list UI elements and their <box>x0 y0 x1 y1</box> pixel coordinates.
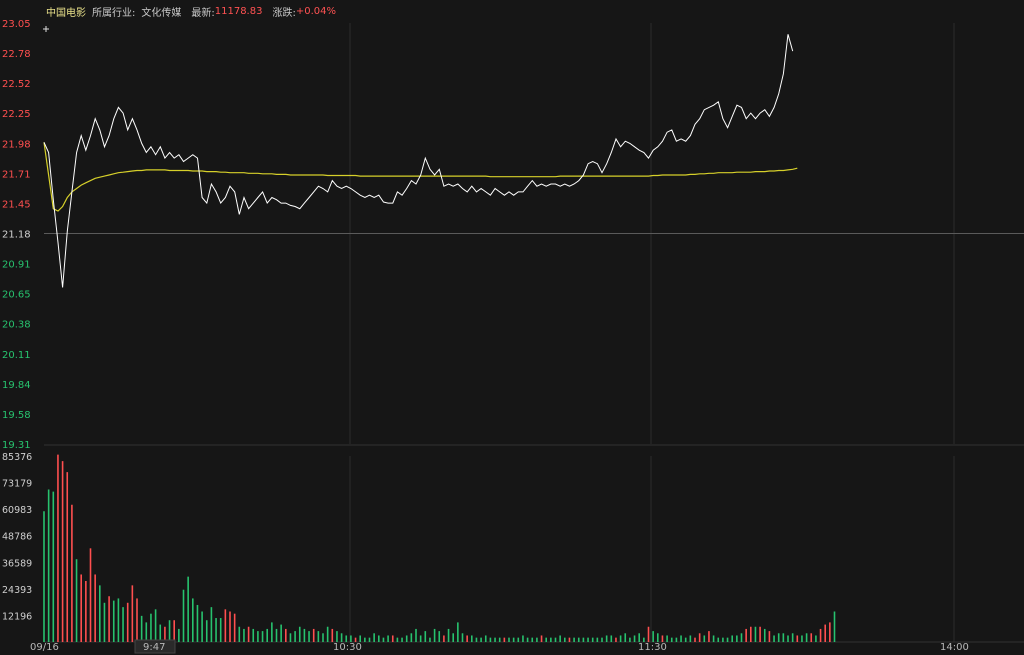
volume-tick-label: 48786 <box>2 532 32 543</box>
volume-tick-label: 12196 <box>2 611 32 622</box>
price-tick-label: 21.18 <box>2 230 31 241</box>
volume-axis: 85376 73179 60983 48786 36589 24393 12196 <box>2 452 32 622</box>
price-axis: 23.05 22.78 22.52 22.25 21.98 21.71 21.45 21.18… <box>2 19 31 451</box>
latest-value: 11178.83 <box>214 5 263 17</box>
price-tick-label: 20.91 <box>2 260 31 271</box>
change-label: 涨跌: <box>272 7 296 19</box>
price-tick-label: 23.05 <box>2 19 31 30</box>
price-tick-label: 22.25 <box>2 109 31 120</box>
price-tick-label: 19.31 <box>2 440 31 451</box>
price-tick-label: 20.11 <box>2 350 31 361</box>
volume-tick-label: 85376 <box>2 452 32 463</box>
stock-name[interactable]: 中国电影 <box>46 7 86 19</box>
change-value: +0.04% <box>295 5 336 17</box>
price-tick-label: 21.98 <box>2 139 31 150</box>
time-cursor-box <box>134 639 176 654</box>
price-tick-label: 19.58 <box>2 410 31 421</box>
price-line <box>43 34 794 288</box>
average-price-line <box>43 142 798 212</box>
latest-label: 最新: <box>191 7 215 19</box>
time-tick-label: 11:30 <box>638 642 667 653</box>
time-tick-label: 10:30 <box>333 642 362 653</box>
volume-tick-label: 24393 <box>2 585 32 596</box>
cursor-crosshair-icon <box>43 26 49 32</box>
chart-header: 中国电影 所属行业: 文化传媒 最新: 11178.83 涨跌: +0.04% <box>46 3 336 19</box>
volume-tick-label: 36589 <box>2 558 32 569</box>
volume-tick-label: 73179 <box>2 479 32 490</box>
industry-value[interactable]: 文化传媒 <box>141 7 182 19</box>
price-tick-label: 22.52 <box>2 79 31 90</box>
price-tick-label: 19.84 <box>2 380 31 391</box>
volume-bars <box>43 454 836 642</box>
price-tick-label: 22.78 <box>2 49 31 60</box>
price-tick-label: 21.45 <box>2 199 31 210</box>
time-axis: 09/16 9:47 10:30 11:30 14:00 <box>30 639 969 654</box>
volume-tick-label: 60983 <box>2 505 32 516</box>
industry-label: 所属行业: <box>92 7 136 19</box>
price-tick-label: 20.65 <box>2 290 31 301</box>
time-tick-label: 9:47 <box>143 642 165 653</box>
time-tick-label: 09/16 <box>30 642 59 653</box>
price-tick-label: 21.71 <box>2 169 31 180</box>
time-tick-label: 14:00 <box>940 642 969 653</box>
grid <box>44 23 1024 643</box>
price-tick-label: 20.38 <box>2 320 31 331</box>
